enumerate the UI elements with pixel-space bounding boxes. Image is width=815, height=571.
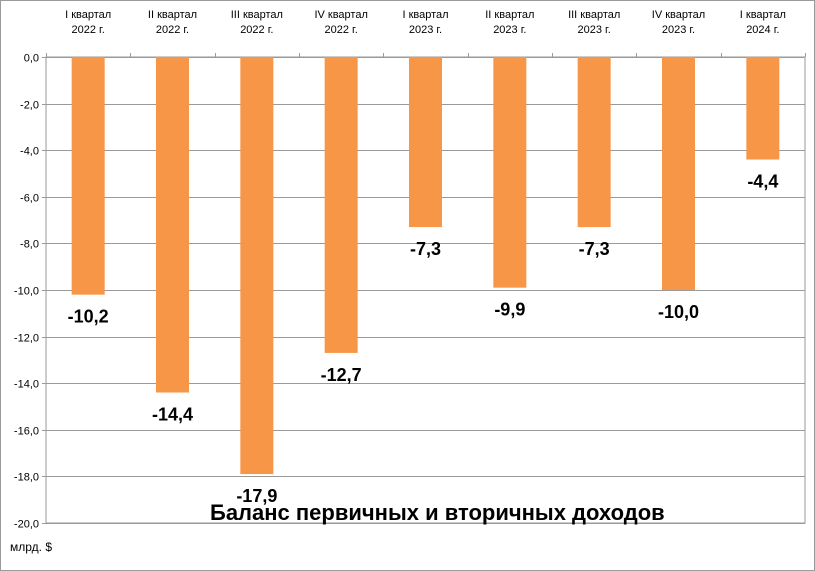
data-label: -10,0 xyxy=(658,302,699,322)
x-category-label: II квартал 2023 г. xyxy=(485,9,534,36)
x-category-label: IV квартал 2022 г. xyxy=(314,9,367,36)
unit-label: млрд. $ xyxy=(10,540,52,554)
bar xyxy=(662,57,695,290)
x-category-label: II квартал 2022 г. xyxy=(148,9,197,36)
bar xyxy=(240,57,274,475)
y-tick-label: -16,0 xyxy=(14,426,39,438)
data-label: -7,3 xyxy=(410,239,441,259)
x-category-label: III квартал 2023 г. xyxy=(568,9,620,36)
bar xyxy=(409,57,442,228)
y-tick-label: -18,0 xyxy=(14,472,39,484)
data-label: -4,4 xyxy=(747,172,778,192)
bar-layer xyxy=(71,57,780,475)
bar xyxy=(493,57,527,288)
y-tick-label: -10,0 xyxy=(14,286,39,298)
x-category-label: IV квартал 2023 г. xyxy=(652,9,705,36)
y-tick-label: -14,0 xyxy=(14,379,39,391)
label-layer: 0,0 -2,0 -4,0 -6,0 -8,0 -10,0 -12,0 -14,0 -16,0 -… xyxy=(14,9,786,531)
y-tick-label: 0,0 xyxy=(24,53,39,65)
x-category-label: I квартал 2023 г. xyxy=(402,9,448,36)
y-tick-label: -12,0 xyxy=(14,333,39,345)
data-label: -17,9 xyxy=(236,486,277,506)
y-tick-label: -4,0 xyxy=(20,146,39,158)
y-tick-label: -6,0 xyxy=(20,193,39,205)
bar xyxy=(577,57,611,228)
data-label: -12,7 xyxy=(321,365,362,385)
chart-title: Баланс первичных и вторичных доходов xyxy=(210,500,665,525)
data-label: -7,3 xyxy=(579,239,610,259)
bar xyxy=(71,57,105,295)
data-label: -14,4 xyxy=(152,405,193,425)
x-category-label: I квартал 2022 г. xyxy=(65,9,111,36)
x-category-label: III квартал 2022 г. xyxy=(231,9,283,36)
y-tick-label: -2,0 xyxy=(20,100,39,112)
bar xyxy=(324,57,358,353)
bar xyxy=(746,57,780,160)
bar xyxy=(156,57,189,393)
data-label: -10,2 xyxy=(68,307,109,327)
y-tick-label: -20,0 xyxy=(14,519,39,531)
y-tick-label: -8,0 xyxy=(20,239,39,251)
data-label: -9,9 xyxy=(494,300,525,320)
x-category-label: I квартал 2024 г. xyxy=(740,9,786,36)
